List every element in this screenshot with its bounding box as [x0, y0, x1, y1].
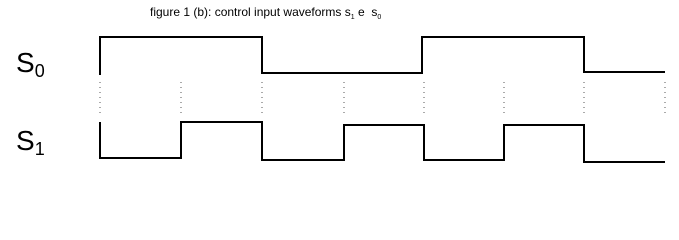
signal-label: S0 — [16, 47, 45, 81]
signal-subscript: 0 — [35, 61, 45, 81]
waveform-s0 — [99, 36, 665, 75]
signal-name: S — [16, 125, 35, 156]
signal-subscript: 1 — [35, 139, 45, 159]
figure-title: figure 1 (b): control input waveforms s1… — [150, 5, 381, 21]
page: figure 1 (b): control input waveforms s1… — [16, 5, 666, 163]
signal-label: S1 — [16, 125, 45, 159]
title-text: e s — [355, 5, 378, 19]
title-text: figure 1 (b): control input waveforms s — [150, 5, 351, 19]
waveform-s1 — [99, 121, 665, 163]
gridlines — [99, 82, 666, 116]
title-subscript: 0 — [377, 14, 381, 21]
diagram: figure 1 (b): control input waveforms s1… — [16, 5, 666, 163]
title-subscript: 1 — [351, 14, 355, 21]
signal-name: S — [16, 47, 35, 78]
